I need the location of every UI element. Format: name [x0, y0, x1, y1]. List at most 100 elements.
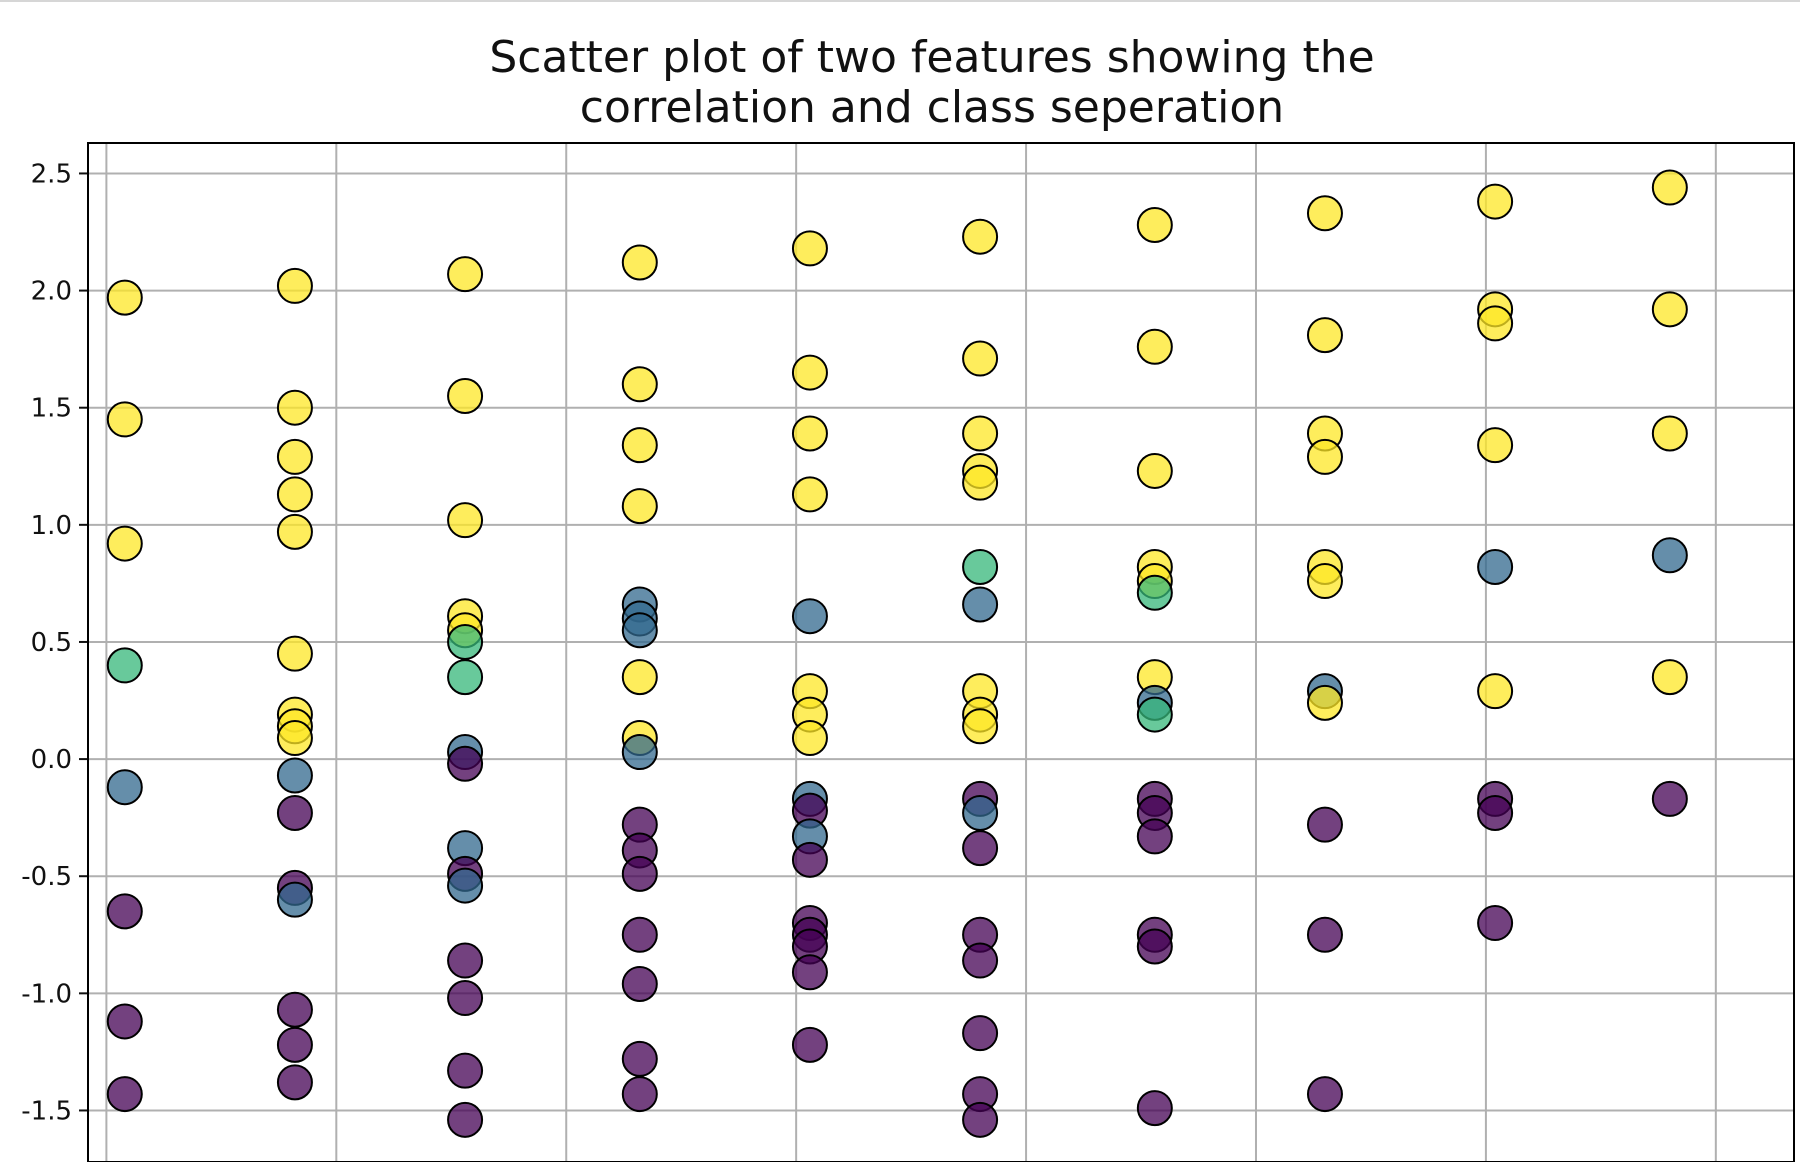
scatter-point [1477, 673, 1514, 710]
scatter-point [962, 1101, 999, 1138]
scatter-point [106, 1076, 143, 1113]
scatter-point [106, 647, 143, 684]
scatter-point [1136, 928, 1173, 965]
y-tick-label: 1.0 [31, 511, 72, 541]
y-tick-label: -1.5 [21, 1096, 72, 1126]
scatter-point [1477, 183, 1514, 220]
scatter-point [447, 623, 484, 660]
scatter-point [276, 389, 313, 426]
scatter-point [791, 476, 828, 513]
scatter-point [276, 991, 313, 1028]
scatter-point [1136, 328, 1173, 365]
scatter-point [621, 855, 658, 892]
scatter-point [791, 354, 828, 391]
scatter-point [1136, 574, 1173, 611]
scatter-point [791, 720, 828, 757]
scatter-point [621, 488, 658, 525]
scatter-point [621, 366, 658, 403]
scatter-point [621, 612, 658, 649]
y-tick-label: 0.5 [31, 628, 72, 658]
scatter-point [621, 427, 658, 464]
scatter-point [1306, 317, 1343, 354]
y-tick-label: 2.5 [31, 159, 72, 189]
scatter-point [1306, 916, 1343, 953]
scatter-point [1306, 438, 1343, 475]
scatter-point [447, 942, 484, 979]
scatter-point [791, 598, 828, 635]
scatter-point [447, 1052, 484, 1089]
y-tick-label: 0.0 [31, 745, 72, 775]
scatter-point [447, 980, 484, 1017]
scatter-point [1651, 291, 1688, 328]
scatter-point [1651, 659, 1688, 696]
scatter-point [276, 757, 313, 794]
scatter-point [621, 916, 658, 953]
plot-area-frame [87, 142, 1795, 1162]
scatter-point [276, 1064, 313, 1101]
scatter-point [1136, 452, 1173, 489]
scatter-point [447, 377, 484, 414]
scatter-point [1477, 905, 1514, 942]
scatter-point [276, 476, 313, 513]
scatter-point [791, 1026, 828, 1063]
scatter-point [621, 965, 658, 1002]
scatter-point [1306, 1076, 1343, 1113]
scatter-point [447, 256, 484, 293]
scatter-point [621, 1040, 658, 1077]
scatter-point [962, 794, 999, 831]
grid-layer [88, 143, 1794, 1162]
scatter-point [276, 720, 313, 757]
data-points [106, 169, 1688, 1138]
scatter-point [962, 708, 999, 745]
scatter-point [447, 502, 484, 539]
scatter-point [276, 438, 313, 475]
scatter-point [621, 1076, 658, 1113]
scatter-point [106, 279, 143, 316]
scatter-point [962, 942, 999, 979]
scatter-point [1306, 684, 1343, 721]
scatter-point [1136, 206, 1173, 243]
y-tick-label: -0.5 [21, 862, 72, 892]
scatter-point [1477, 548, 1514, 585]
y-axis-ticks: -1.5 -1.0 -0.5 0.0 0.5 1.0 1.5 2.0 2.5 [21, 159, 88, 1126]
scatter-point [1651, 415, 1688, 452]
chart-title-line-1: Scatter plot of two features showing the [489, 32, 1374, 83]
scatter-point [791, 230, 828, 267]
scatter-point [962, 340, 999, 377]
scatter-point [621, 244, 658, 281]
chart-title-line-2: correlation and class seperation [580, 82, 1284, 133]
scatter-point [1136, 696, 1173, 733]
scatter-point [447, 1101, 484, 1138]
scatter-point [621, 734, 658, 771]
scatter-point [791, 841, 828, 878]
scatter-point [791, 954, 828, 991]
scatter-point [1136, 818, 1173, 855]
scatter-point [962, 830, 999, 867]
scatter-point [962, 415, 999, 452]
scatter-point [962, 1015, 999, 1052]
scatter-point [1306, 563, 1343, 600]
y-tick-label: -1.0 [21, 979, 72, 1009]
scatter-point [276, 635, 313, 672]
scatter-point [962, 464, 999, 501]
scatter-point [1136, 1090, 1173, 1127]
scatter-point [106, 1003, 143, 1040]
y-tick-label: 2.0 [31, 277, 72, 307]
scatter-point [276, 513, 313, 550]
scatter-point [447, 659, 484, 696]
scatter-point [1651, 169, 1688, 206]
scatter-point [276, 1026, 313, 1063]
scatter-point [962, 548, 999, 585]
scatter-point [447, 745, 484, 782]
scatter-point [106, 769, 143, 806]
scatter-point [1651, 780, 1688, 817]
scatter-point [962, 218, 999, 255]
scatter-point [447, 867, 484, 904]
scatter-point [621, 659, 658, 696]
scatter-point [962, 586, 999, 623]
scatter-point [1477, 794, 1514, 831]
scatter-point [276, 881, 313, 918]
scatter-point [1306, 195, 1343, 232]
scatter-point [1651, 537, 1688, 574]
